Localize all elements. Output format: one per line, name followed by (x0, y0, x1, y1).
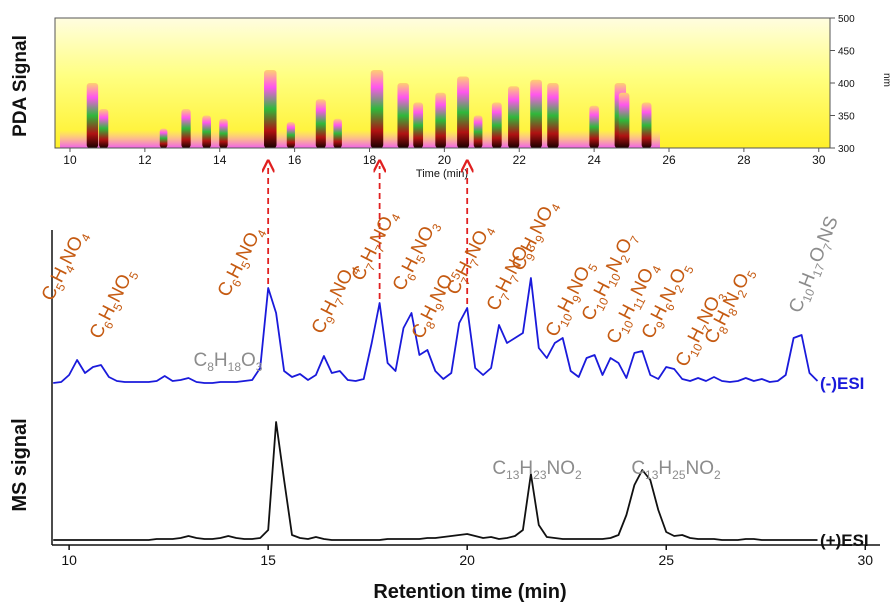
ms-x-tick-label: 10 (61, 552, 77, 568)
formula-label: C7H7NO4 (443, 221, 499, 300)
pda-band (435, 92, 446, 148)
formula-label: C9H9NO4 (508, 197, 564, 276)
pda-band (413, 102, 424, 148)
pda-band (264, 70, 277, 148)
ms-x-tick-label: 15 (260, 552, 276, 568)
pda-y-tick-label: 300 (838, 144, 855, 155)
pda-band (508, 86, 520, 148)
formula-label: C13H25NO2 (631, 458, 721, 482)
formula-label: C9H6N2O5 (638, 259, 697, 344)
pda-band (457, 76, 470, 148)
ms-x-tick-label: 25 (658, 552, 674, 568)
pda-band (589, 105, 599, 148)
pda-band (530, 79, 542, 148)
pda-x-tick-label: 26 (662, 153, 676, 167)
pda-x-tick-label: 22 (513, 153, 527, 167)
series-label: (+)ESI (820, 531, 869, 550)
pda-bands (86, 70, 652, 148)
pda-x-tick-label: 20 (438, 153, 452, 167)
formula-label: C6H5NO5 (86, 265, 142, 344)
pda-band (370, 70, 384, 148)
pda-band (315, 99, 326, 148)
formula-label: C10H11NO4 (603, 259, 665, 349)
pda-floor (60, 130, 660, 148)
formula-label: C7H7NO3 (483, 237, 539, 316)
pda-band (181, 109, 191, 148)
formula-label: C5H4NO4 (38, 227, 94, 306)
formula-label: C10H10N2O7 (578, 229, 643, 326)
pda-band (618, 92, 630, 148)
pda-band (159, 128, 168, 148)
ms-y-label: MS signal (9, 418, 31, 511)
pda-x-tick-label: 30 (812, 153, 826, 167)
pda-band (333, 118, 342, 148)
pda-x-label: Time (min) (416, 168, 468, 180)
pda-y-tick-label: 350 (838, 112, 855, 123)
pda-x-tick-label: 16 (288, 153, 302, 167)
pda-y-tick-label: 400 (838, 79, 855, 90)
ms-x-tick-label: 20 (459, 552, 475, 568)
pda-x-tick-label: 18 (363, 153, 377, 167)
formula-label: C8H9NO5 (408, 265, 464, 344)
pda-x-tick-label: 14 (213, 153, 227, 167)
pda-band (286, 122, 295, 148)
pda-y-tick-label: 500 (838, 14, 855, 25)
ms-x-tick-label: 30 (857, 552, 873, 568)
ms-x-label: Retention time (min) (373, 581, 566, 603)
formula-label: C8H8N2O5 (701, 264, 760, 349)
pda-x-tick-label: 12 (138, 153, 152, 167)
ms-trace (53, 421, 818, 541)
pda-band (397, 83, 409, 148)
formula-label: C10H7NO3 (672, 287, 731, 372)
pda-band (99, 109, 109, 148)
pda-band (547, 83, 559, 148)
formula-label: C10H17O7NS (785, 213, 845, 317)
pda-y2-label: nm (881, 73, 892, 87)
pda-band (641, 102, 652, 148)
formula-label: C13H23NO2 (492, 458, 582, 482)
formula-label: C6H5NO4 (214, 223, 270, 302)
formula-label: C8H18O3 (194, 350, 263, 374)
series-label: (-)ESI (820, 374, 864, 393)
pda-band (219, 118, 228, 148)
pda-y-label: PDA Signal (10, 35, 31, 137)
pda-x-tick-label: 10 (63, 153, 77, 167)
pda-band (86, 83, 99, 148)
pda-band (473, 115, 483, 148)
pda-band (491, 102, 502, 148)
formula-label: C10H9NO5 (542, 257, 601, 342)
pda-y-tick-label: 450 (838, 47, 855, 58)
ms-trace (53, 277, 819, 384)
pda-band (202, 115, 211, 148)
pda-x-tick-label: 28 (737, 153, 751, 167)
pda-x-tick-label: 24 (587, 153, 601, 167)
